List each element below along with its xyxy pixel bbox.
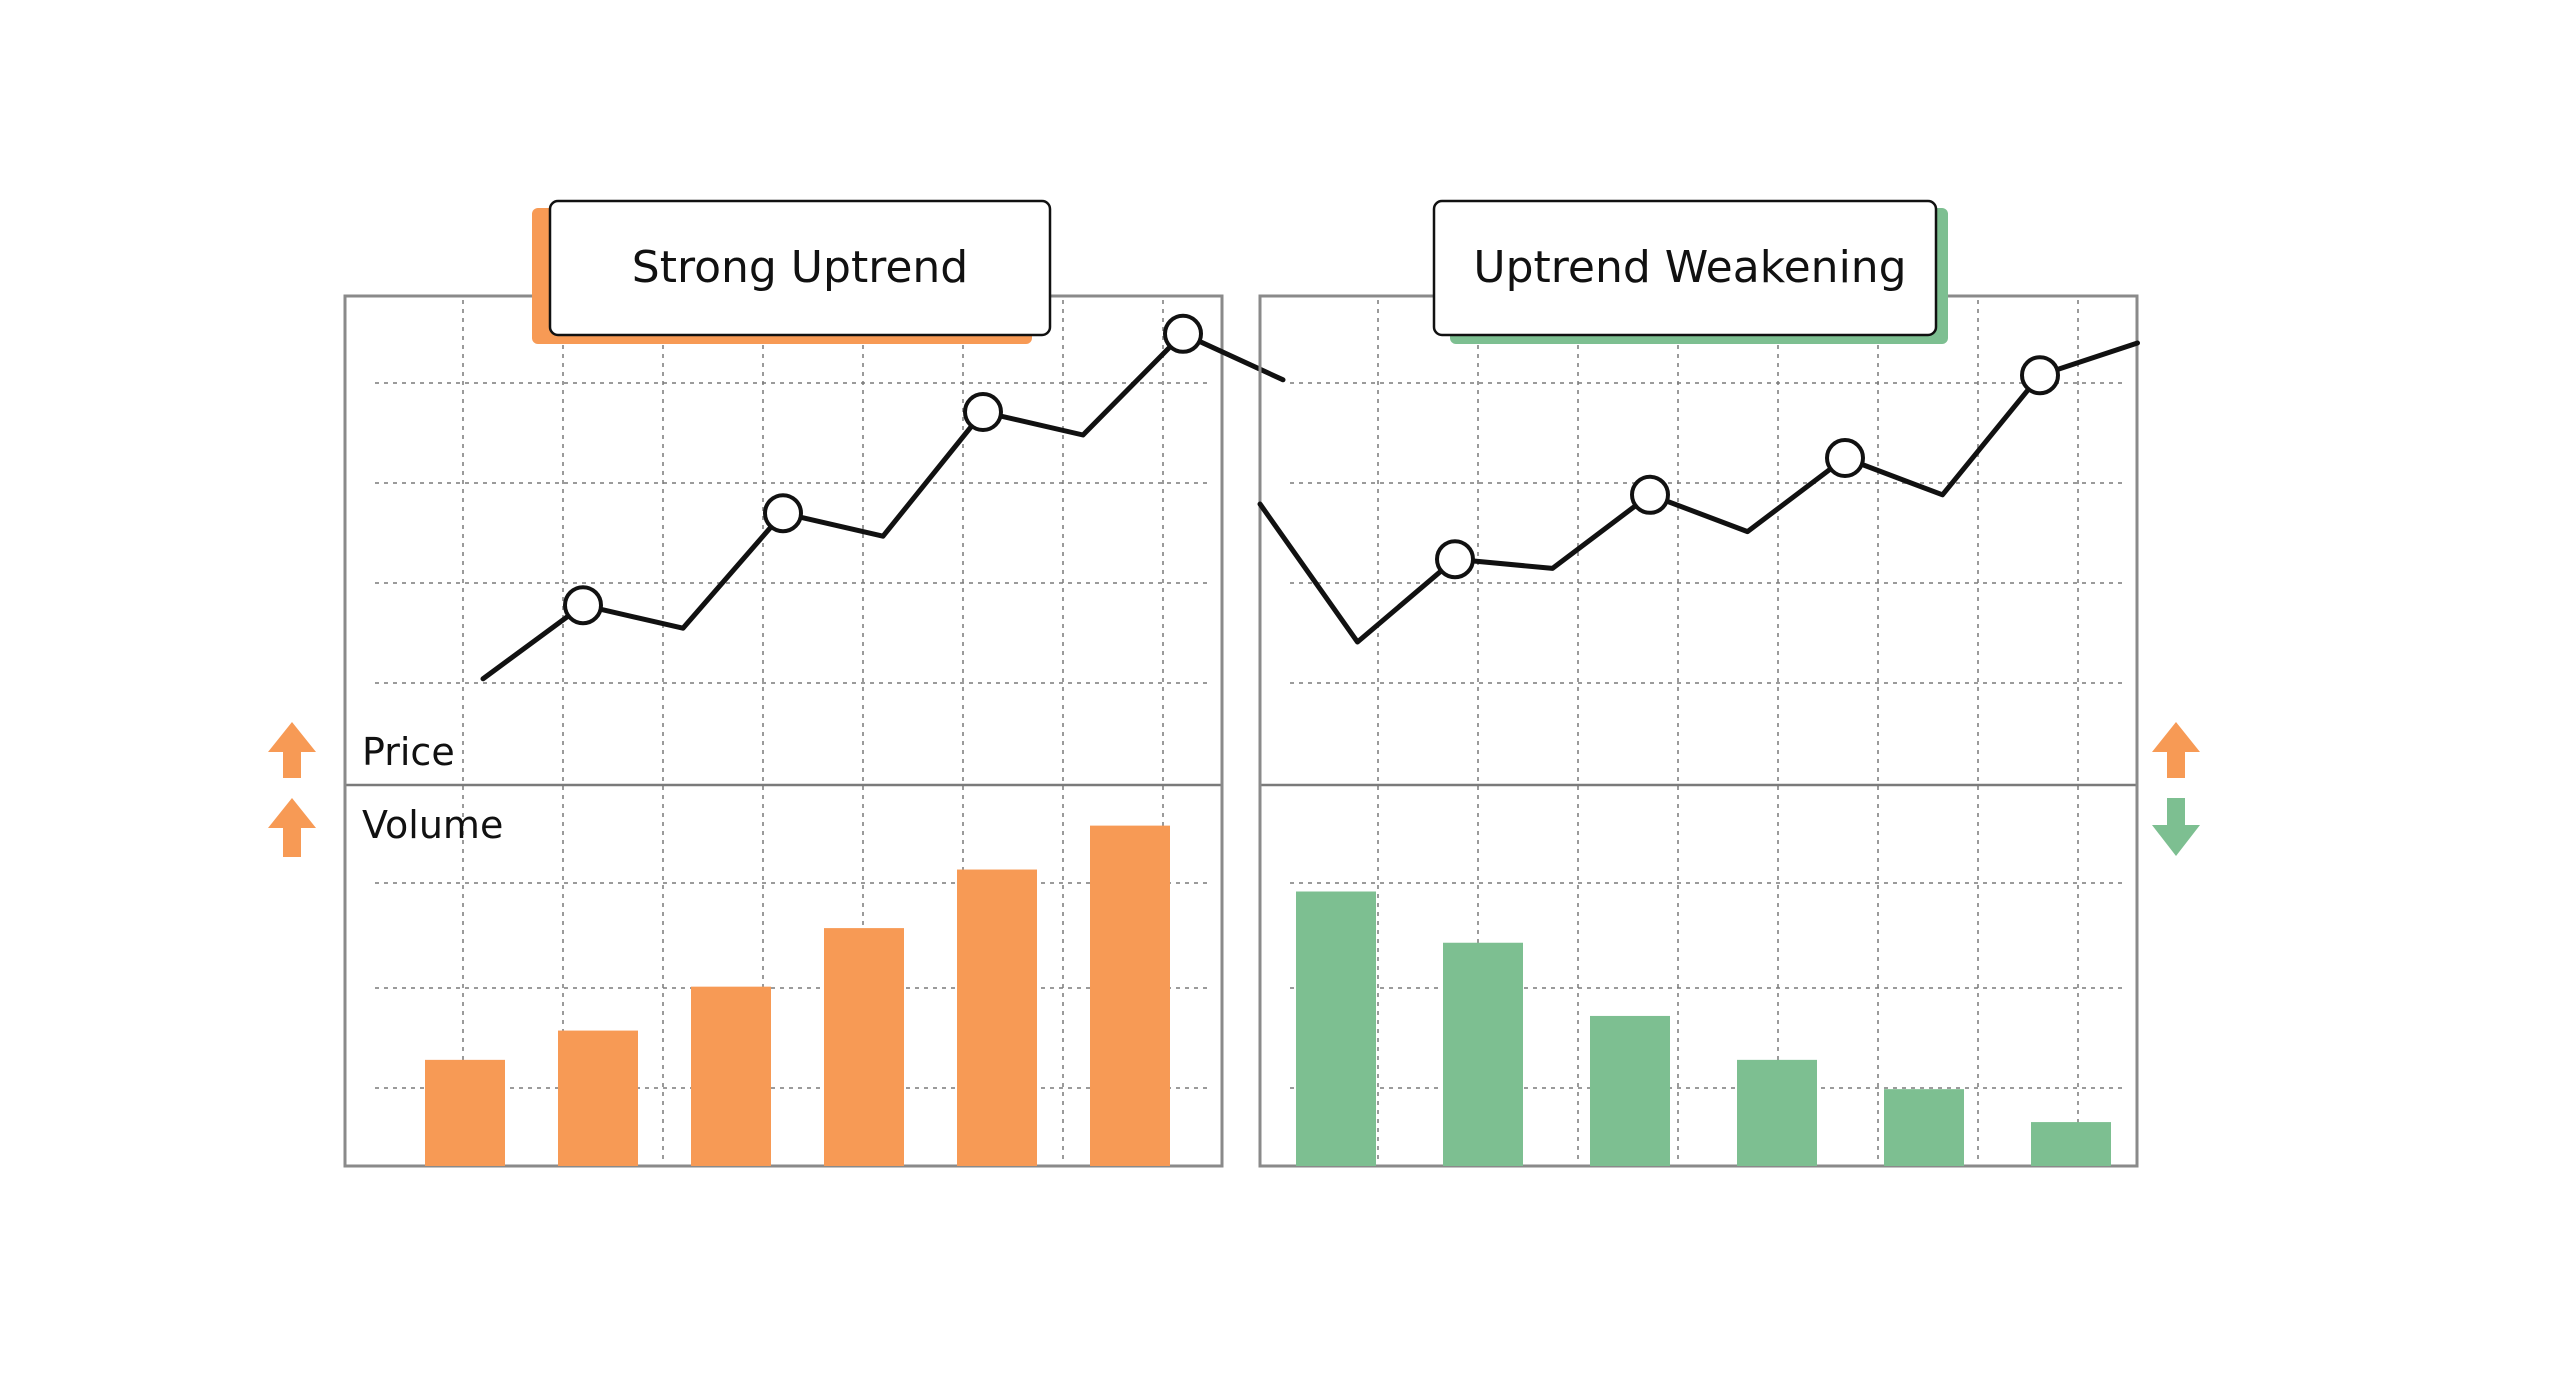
volume-bar [957, 869, 1037, 1166]
volume-bar [2031, 1122, 2111, 1166]
price-label: Price [362, 730, 455, 774]
price-line-uptrend-weakening [1257, 340, 2140, 645]
volume-bars-strong-uptrend [425, 825, 1170, 1166]
volume-bar [558, 1030, 638, 1166]
volume-bar [1090, 825, 1170, 1166]
panel-strong-uptrend: Strong Uptrend Price Volume [268, 199, 1286, 1168]
down-arrow-icon [2152, 798, 2200, 856]
title-box [1432, 199, 1938, 337]
volume-bar [691, 986, 771, 1166]
price-line-strong-uptrend [480, 313, 1286, 682]
chart-title: Uptrend Weakening [1473, 242, 1906, 293]
volume-bar [1443, 942, 1523, 1166]
price-point-marker [563, 585, 603, 626]
price-series-line [1257, 340, 2140, 645]
volume-bar [1296, 891, 1376, 1166]
grid-uptrend-weakening [1290, 300, 2127, 1162]
up-arrow-icon [2152, 722, 2200, 778]
volume-bar [425, 1059, 505, 1166]
price-point-marker [1825, 438, 1865, 478]
volume-bars-uptrend-weakening [1296, 891, 2111, 1166]
volume-bar [824, 928, 904, 1166]
up-arrow-icon [268, 798, 316, 857]
volume-bar [1737, 1059, 1817, 1166]
price-point-marker [763, 493, 803, 534]
volume-bar [1884, 1089, 1964, 1166]
volume-label: Volume [362, 803, 503, 847]
volume-bar [1590, 1015, 1670, 1166]
price-point-marker [963, 392, 1003, 432]
chart-title: Strong Uptrend [632, 242, 968, 293]
price-point-marker [1163, 313, 1203, 354]
panel-uptrend-weakening: Uptrend Weakening [1257, 199, 2200, 1168]
price-series-line [480, 331, 1286, 682]
price-point-marker [2020, 355, 2060, 396]
price-point-marker [1630, 474, 1670, 515]
price-point-marker [1435, 539, 1475, 580]
title-box [548, 199, 1052, 337]
chart-frame [1258, 294, 2139, 1168]
up-arrow-icon [268, 722, 316, 778]
